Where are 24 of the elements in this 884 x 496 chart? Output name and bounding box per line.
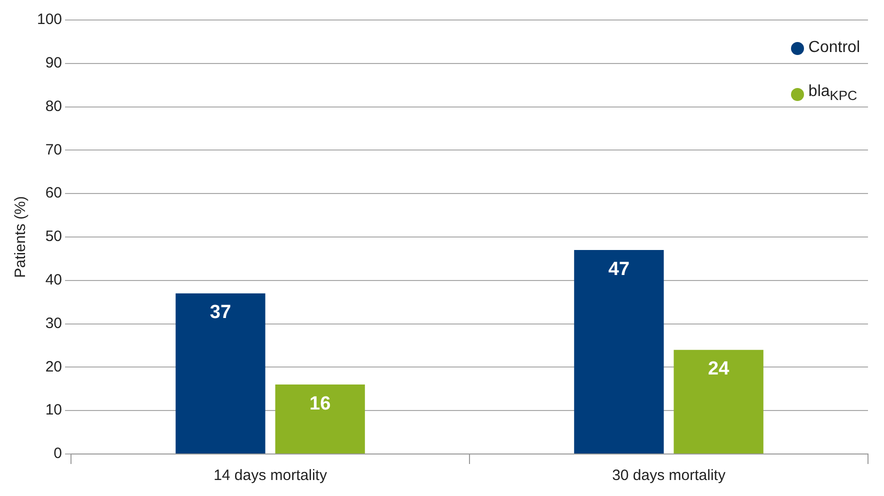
y-axis-title: Patients (%) [12, 196, 30, 278]
data-label: 24 [708, 358, 730, 380]
bar [176, 293, 266, 454]
y-tick-label: 90 [45, 54, 62, 72]
legend-label: bla$_{KPC}$ [808, 82, 858, 106]
x-tick-label: 30 days mortality [612, 467, 726, 484]
data-label: 47 [608, 258, 630, 280]
y-tick-label: 30 [45, 314, 62, 332]
bar [275, 384, 365, 454]
bar [674, 350, 764, 454]
y-tick-label: 10 [45, 402, 62, 419]
y-tick-label: 80 [45, 98, 62, 115]
data-label: 16 [310, 393, 331, 414]
y-tick-label: 70 [45, 141, 62, 158]
legend-label: Control [808, 38, 860, 58]
y-tick-label: 0 [54, 445, 62, 462]
y-tick-label: 60 [45, 184, 62, 202]
x-tick-label: 14 days mortality [214, 467, 328, 484]
y-tick-label: 100 [36, 11, 62, 28]
y-tick-label: 40 [45, 272, 62, 289]
data-label: 37 [210, 302, 232, 324]
bar [574, 250, 664, 454]
y-tick-label: 20 [45, 358, 62, 376]
y-tick-label: 50 [45, 228, 62, 246]
